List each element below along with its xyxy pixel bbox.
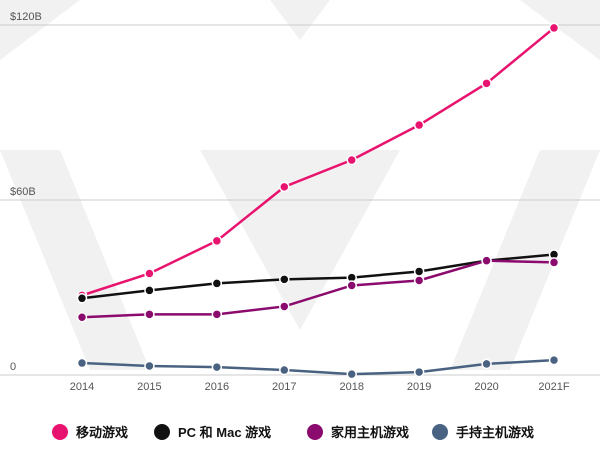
data-point (548, 257, 560, 268)
legend-marker (52, 424, 68, 440)
x-tick-label: 2020 (474, 381, 498, 393)
data-point (211, 309, 223, 320)
data-point (144, 360, 155, 372)
y-tick-label: $60B (10, 186, 36, 198)
y-tick-label: $120B (10, 11, 42, 23)
data-point (481, 78, 492, 89)
legend-marker (307, 424, 323, 440)
x-tick-label: 2021F (538, 381, 569, 393)
series-line (81, 26, 555, 297)
data-point (76, 312, 88, 323)
data-point (548, 22, 560, 34)
data-point (144, 285, 155, 296)
x-tick-label: 2017 (272, 381, 296, 393)
data-point (346, 368, 357, 380)
data-point (211, 235, 223, 247)
data-point (279, 364, 290, 376)
data-point (481, 358, 492, 370)
data-point (211, 361, 223, 373)
data-point (211, 278, 223, 289)
legend-label: 手持主机游戏 (456, 425, 534, 440)
x-tick-label: 2018 (339, 381, 363, 393)
legend-marker (154, 424, 170, 440)
data-point (413, 366, 425, 378)
legend-label: 移动游戏 (76, 425, 128, 440)
data-point (279, 181, 290, 193)
data-point (144, 309, 155, 320)
y-tick-label: 0 (10, 361, 16, 373)
data-point (413, 275, 425, 286)
data-point (481, 255, 492, 266)
x-tick-label: 2016 (205, 381, 229, 393)
data-point (279, 301, 290, 312)
x-tick-label: 2015 (137, 381, 161, 393)
data-point (548, 354, 560, 366)
data-point (76, 357, 88, 369)
series-line (81, 358, 555, 376)
data-point (413, 119, 425, 131)
data-point (279, 274, 290, 285)
data-point (144, 268, 155, 279)
series-line (81, 253, 555, 300)
data-point (413, 266, 425, 277)
legend-label: PC 和 Mac 游戏 (178, 425, 271, 440)
series-line (81, 259, 555, 319)
background-logo (0, 0, 600, 370)
data-point (346, 280, 357, 291)
legend-label: 家用主机游戏 (331, 425, 409, 440)
x-tick-label: 2014 (70, 381, 94, 393)
legend-marker (432, 424, 448, 440)
data-point (346, 154, 357, 166)
data-point (76, 293, 88, 304)
x-tick-label: 2019 (407, 381, 431, 393)
